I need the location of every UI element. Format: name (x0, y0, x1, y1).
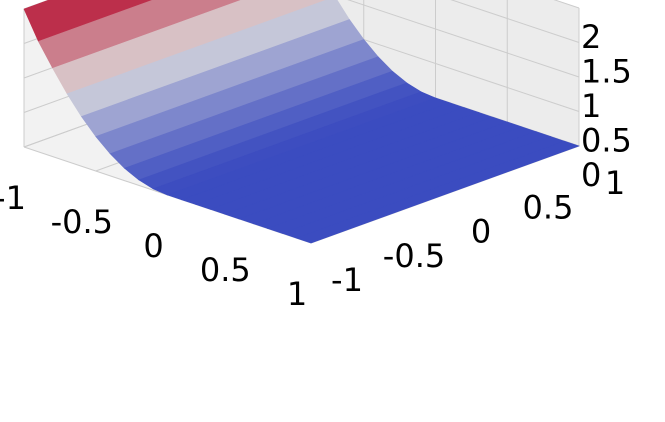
z-tick-label: 0 (581, 156, 601, 194)
y-tick-label: 1 (605, 164, 625, 202)
y-tick-label: -0.5 (383, 237, 445, 275)
y-tick-label: 0.5 (523, 188, 574, 226)
z-tick-label: 0.5 (581, 122, 632, 160)
x-tick-label: 0.5 (200, 251, 251, 289)
grid-line-z (347, 0, 580, 78)
surface-strip (295, 140, 580, 244)
surface-strip (37, 0, 243, 69)
x-tick-label: -0.5 (51, 203, 113, 241)
x-tick-label: 1 (287, 275, 307, 313)
x-tick-label: -1 (0, 179, 26, 217)
grid-line-z (450, 0, 580, 43)
surface (23, 0, 580, 244)
surface-strip (23, 0, 154, 42)
x-tick-label: 0 (143, 227, 163, 265)
z-tick-label: 1 (581, 87, 601, 125)
surface-strip (52, 0, 328, 95)
y-tick-label: -1 (331, 261, 363, 299)
y-tick-label: 0 (471, 213, 491, 251)
z-tick-label: 2 (581, 18, 601, 56)
z-tick-label: 1.5 (581, 53, 632, 91)
